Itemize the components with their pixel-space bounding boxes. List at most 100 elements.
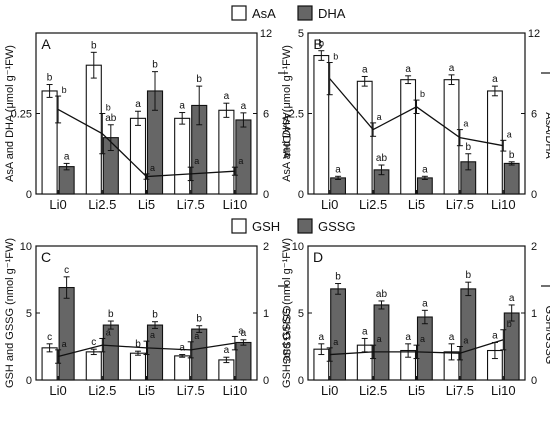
ratio-significance-letter: a <box>194 156 199 166</box>
legend-label-gssg: GSSG <box>318 219 356 234</box>
x-tick-label: Li0 <box>321 197 338 212</box>
bar-gssg <box>416 316 433 381</box>
significance-letter: a <box>362 326 368 337</box>
x-tick-label: Li2.5 <box>88 197 116 212</box>
legend-label-asa: AsA <box>252 6 276 21</box>
panel-letter: B <box>313 36 322 52</box>
bar-asa <box>174 117 191 195</box>
ratio-significance-letter: a <box>194 331 199 341</box>
legend-1: AsA DHA <box>231 5 346 21</box>
significance-letter: a <box>241 101 247 112</box>
x-tick-label: Li7.5 <box>177 383 205 398</box>
ratio-significance-letter: a <box>377 112 382 122</box>
bar-gsh <box>174 355 191 381</box>
ratio-significance-letter: a <box>106 327 111 337</box>
significance-letter: a <box>422 164 428 175</box>
x-tick-label: Li0 <box>321 383 338 398</box>
y2-tick-label: 6 <box>263 109 269 121</box>
significance-letter: c <box>91 337 96 348</box>
significance-letter: b <box>319 39 325 50</box>
x-tick-label: Li10 <box>491 197 516 212</box>
y-axis-title: GSH and GSSG (nmol g⁻¹FW) <box>4 238 16 388</box>
significance-letter: b <box>47 73 53 84</box>
significance-letter: b <box>152 310 158 321</box>
bar-asa <box>41 90 58 195</box>
bar-asa <box>400 79 417 195</box>
legend-swatch-gsh <box>231 218 247 234</box>
y-tick-label: 5 <box>26 308 32 320</box>
ratio-significance-letter: a <box>150 330 155 340</box>
bar-asa <box>356 80 373 195</box>
significance-letter: a <box>135 99 141 110</box>
x-tick-label: Li7.5 <box>177 197 205 212</box>
ratio-significance-letter: b <box>106 103 111 113</box>
significance-letter: b <box>196 314 202 325</box>
significance-letter: a <box>492 330 498 341</box>
bar-asa <box>218 109 235 195</box>
x-tick-label: Li2.5 <box>359 383 387 398</box>
panel-letter: A <box>41 36 51 52</box>
significance-letter: a <box>179 101 185 112</box>
significance-letter: a <box>224 345 230 356</box>
y2-tick-label: 2 <box>263 241 269 253</box>
y2-tick-label: 12 <box>528 28 540 40</box>
x-tick-label: Li2.5 <box>88 383 116 398</box>
significance-letter: a <box>64 151 70 162</box>
x-tick-label: Li7.5 <box>446 383 474 398</box>
significance-letter: a <box>509 293 515 304</box>
ratio-significance-letter: a <box>463 336 468 346</box>
significance-letter: a <box>241 328 247 339</box>
y2-tick-label: 6 <box>531 109 537 121</box>
x-tick-label: Li5 <box>408 197 425 212</box>
y2-tick-label: 0 <box>531 189 537 201</box>
y2-axis-title: AsA/DHA <box>280 112 292 159</box>
bar-asa <box>313 54 330 195</box>
x-tick-label: Li5 <box>138 197 155 212</box>
significance-letter: b <box>108 309 114 320</box>
significance-letter: a <box>179 343 185 354</box>
bar-asa <box>443 79 460 195</box>
ratio-significance-letter: a <box>238 325 243 335</box>
significance-letter: a <box>362 64 368 75</box>
y-tick-label: 0 <box>26 375 32 387</box>
legend-swatch-dha <box>297 5 313 21</box>
x-tick-label: Li10 <box>223 383 248 398</box>
y2-axis-title: AsA/DHA <box>543 112 550 159</box>
ratio-significance-letter: b <box>62 85 67 95</box>
significance-letter: a <box>492 74 498 85</box>
significance-letter: b <box>152 60 158 71</box>
y2-tick-label: 2 <box>531 241 537 253</box>
ratio-significance-letter: a <box>62 339 67 349</box>
legend-2: GSH GSSG <box>231 218 356 234</box>
x-tick-label: Li10 <box>223 197 248 212</box>
ratio-significance-letter: b <box>507 319 512 329</box>
y2-tick-label: 12 <box>260 28 272 40</box>
ratio-significance-letter: a <box>150 163 155 173</box>
bar-dha <box>503 162 520 195</box>
bar-dha <box>330 177 347 195</box>
bar-gssg <box>330 288 347 381</box>
significance-letter: a <box>422 298 428 309</box>
significance-letter: a <box>335 164 341 175</box>
legend-label-gsh: GSH <box>252 219 280 234</box>
ratio-significance-letter: a <box>420 334 425 344</box>
y2-axis-title: GSH/GSSG <box>543 306 550 365</box>
bar-asa <box>129 117 147 195</box>
panel-letter: C <box>41 249 51 265</box>
y-tick-label: 5 <box>298 28 304 40</box>
bar-gssg <box>58 286 75 381</box>
y-tick-label: 2.5 <box>289 109 304 121</box>
bar-gssg <box>460 288 477 381</box>
ratio-line <box>57 108 235 178</box>
y2-tick-label: 0 <box>263 375 269 387</box>
x-tick-label: Li7.5 <box>446 197 474 212</box>
significance-letter: ab <box>105 113 117 124</box>
significance-letter: a <box>405 332 411 343</box>
significance-letter: b <box>465 142 471 153</box>
bar-gsh <box>85 351 102 381</box>
